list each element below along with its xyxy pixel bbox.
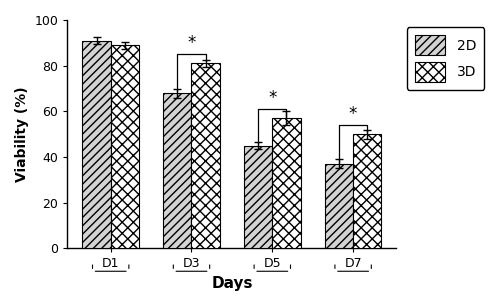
Legend: 2D, 3D: 2D, 3D bbox=[406, 27, 484, 90]
Bar bbox=[192, 63, 220, 248]
Bar bbox=[163, 93, 192, 248]
Y-axis label: Viability (%): Viability (%) bbox=[15, 86, 29, 182]
Text: *: * bbox=[268, 89, 276, 107]
Text: *: * bbox=[188, 35, 196, 52]
Text: *: * bbox=[349, 105, 358, 123]
Bar bbox=[110, 45, 139, 248]
Bar bbox=[244, 146, 272, 248]
Bar bbox=[325, 164, 353, 248]
Bar bbox=[272, 118, 300, 248]
X-axis label: Days: Days bbox=[211, 276, 252, 291]
Bar bbox=[82, 41, 110, 248]
Bar bbox=[353, 134, 382, 248]
